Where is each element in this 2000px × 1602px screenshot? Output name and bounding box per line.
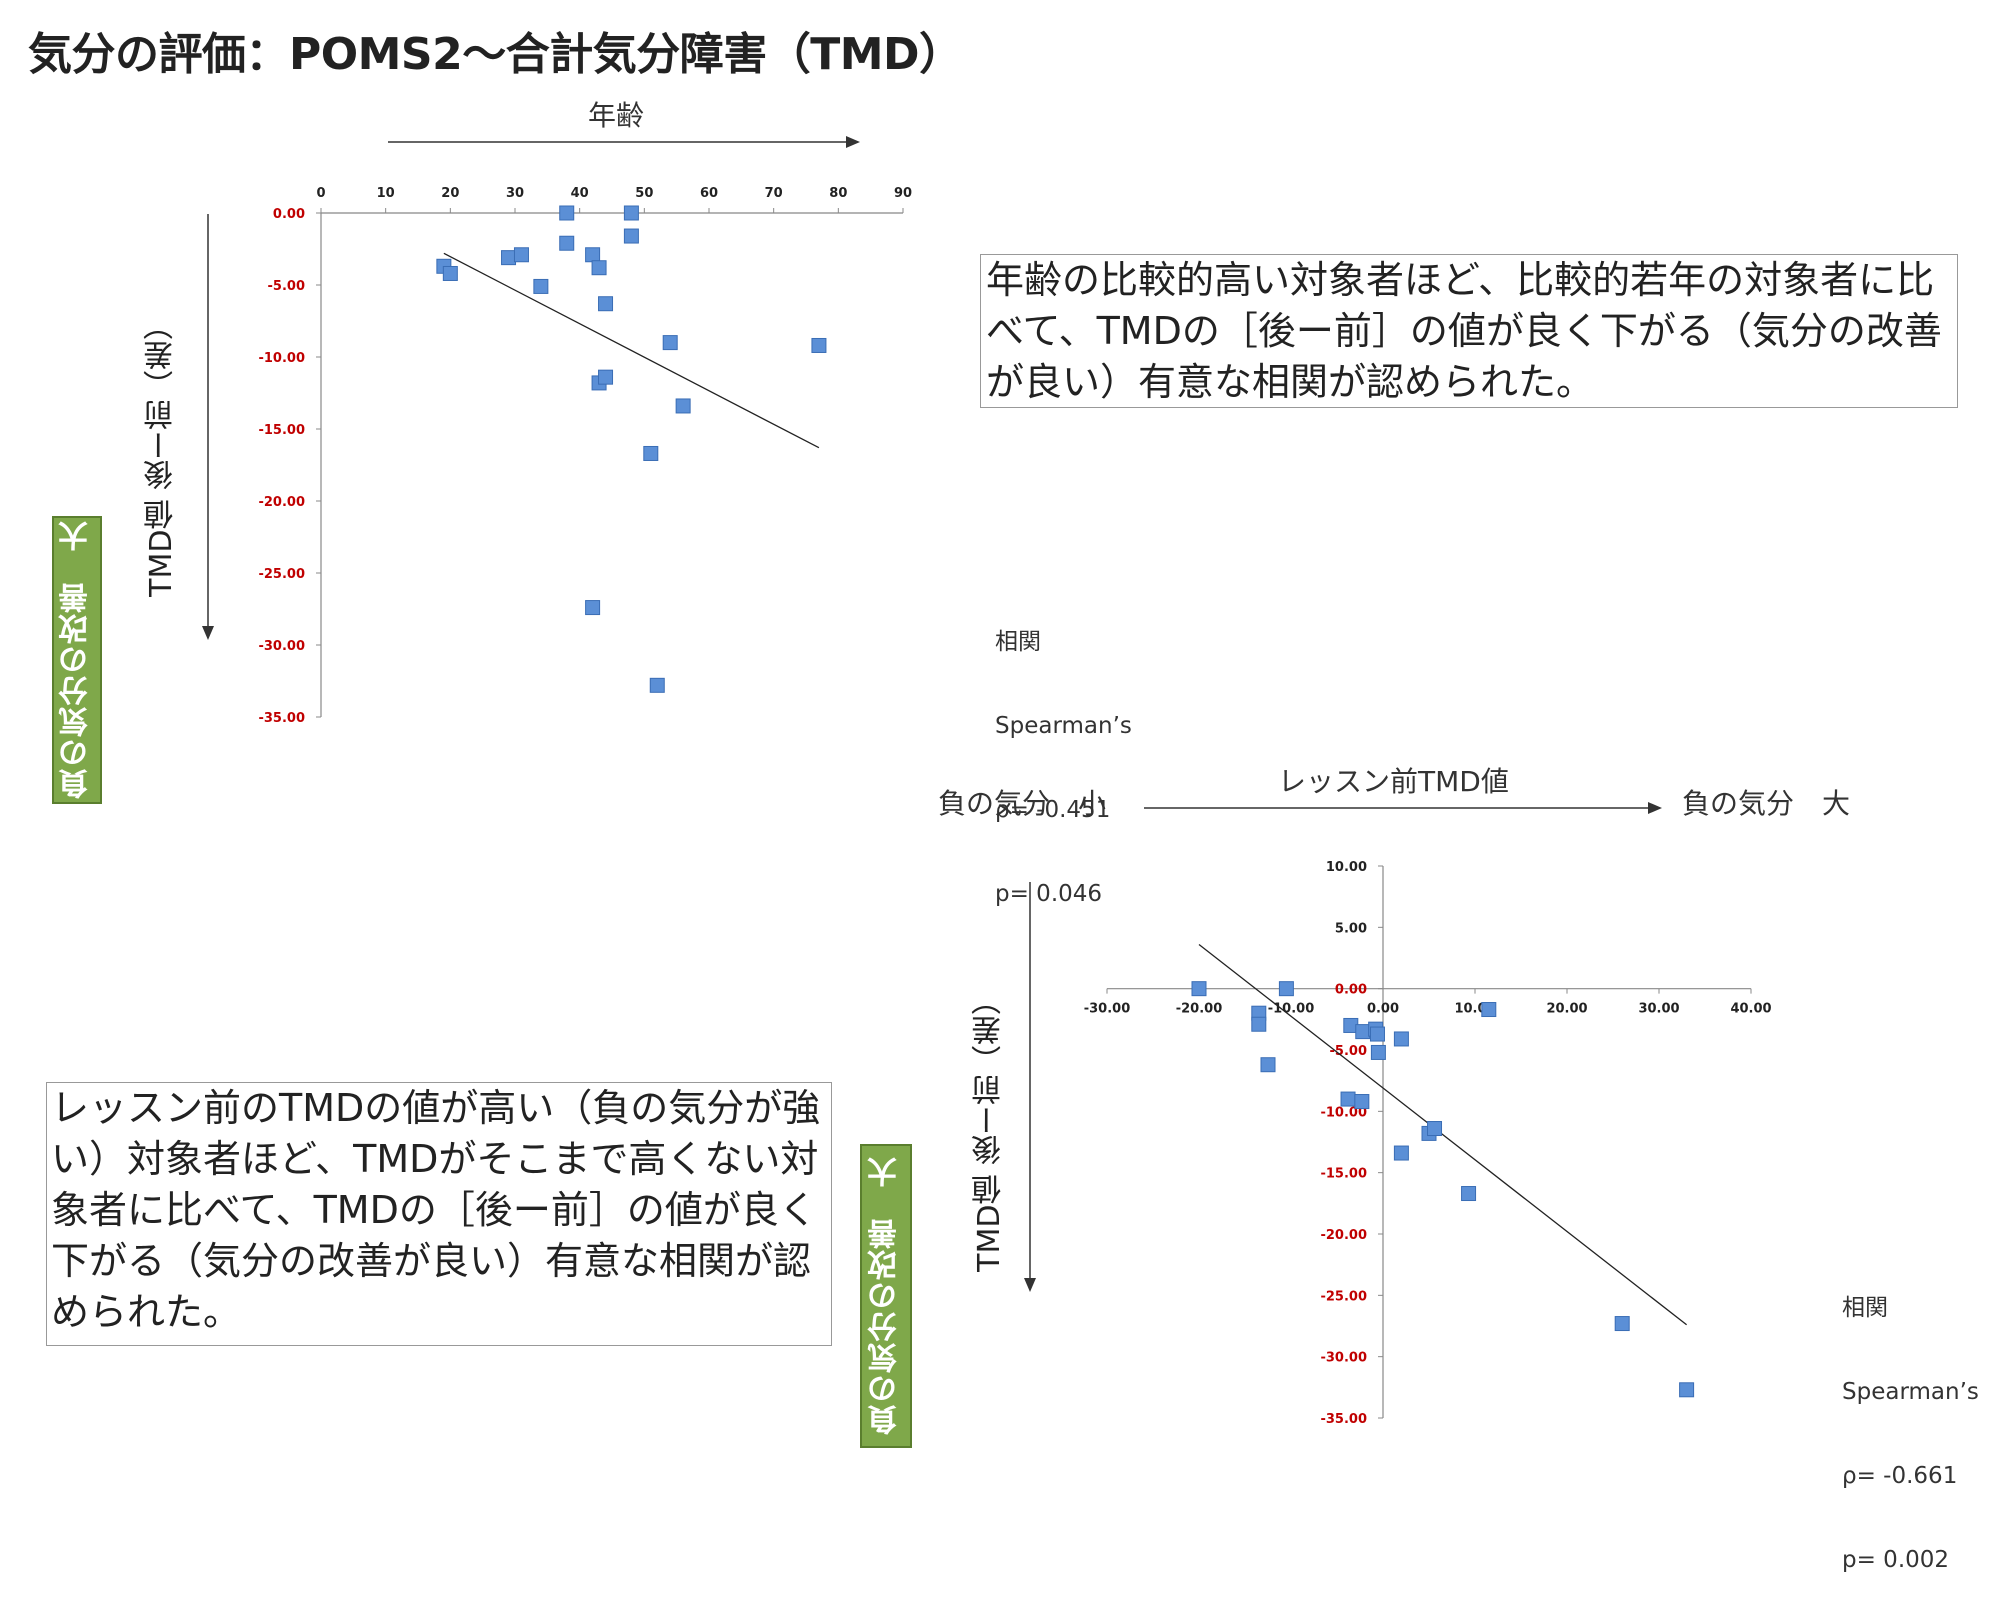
chart1-point xyxy=(559,205,575,221)
chart1-y-tick-label: -30.00 xyxy=(258,639,305,654)
chart1-point xyxy=(598,296,614,312)
chart2-y-tick-label: -5.00 xyxy=(1330,1044,1367,1059)
slide-title: 気分の評価：POMS2～合計気分障害（TMD） xyxy=(28,29,963,80)
chart2-left-end-label: 負の気分 小 xyxy=(938,787,1107,820)
chart2-point xyxy=(1393,1031,1409,1047)
chart1-point xyxy=(513,247,529,263)
chart1-x-tick-label: 20 xyxy=(441,186,459,201)
chart1-x-tick-label: 70 xyxy=(765,186,783,201)
chart1-point xyxy=(623,205,639,221)
chart2-x-tick-label: 0.00 xyxy=(1367,1002,1399,1017)
chart2-point xyxy=(1191,981,1207,997)
chart1-x-tick-label: 10 xyxy=(377,186,395,201)
chart2-point xyxy=(1278,981,1294,997)
chart2-point xyxy=(1369,1026,1385,1042)
chart1-point xyxy=(559,235,575,251)
chart1-point xyxy=(662,335,678,351)
chart1-y-tick-label: -5.00 xyxy=(268,279,305,294)
chart1-point xyxy=(442,265,458,281)
chart1-stats-heading: 相関 xyxy=(995,629,1041,655)
chart1-point xyxy=(533,278,549,294)
chart2-right-end-label: 負の気分 大 xyxy=(1682,787,1851,820)
chart2-x-tick-label: -10.00 xyxy=(1268,1002,1315,1017)
chart1-point xyxy=(675,398,691,414)
chart2-trendline xyxy=(1198,943,1687,1326)
chart1-y-tick-label: -20.00 xyxy=(258,495,305,510)
chart2-stats-p: p= 0.002 xyxy=(1842,1547,1950,1573)
chart2-stats-rho: ρ= -0.661 xyxy=(1842,1463,1958,1489)
chart1-point xyxy=(598,369,614,385)
chart2-y-tick-label: -35.00 xyxy=(1320,1412,1367,1427)
chart2-point xyxy=(1355,1024,1371,1040)
chart2-top-axis-label: レッスン前TMD値 xyxy=(1278,765,1509,798)
chart1-stats: 相関 Spearman’s ρ= -0.451 p= 0.046 xyxy=(995,572,1132,936)
chart1-x-tick-label: 60 xyxy=(700,186,718,201)
chart1-stats-p: p= 0.046 xyxy=(995,881,1103,907)
chart2-stats-method: Spearman’s xyxy=(1842,1379,1979,1405)
chart2-point xyxy=(1260,1057,1276,1073)
chart2-point xyxy=(1461,1186,1477,1202)
chart1-x-tick-label: 0 xyxy=(316,186,325,201)
chart1-x-tick-label: 30 xyxy=(506,186,524,201)
chart1-y-tick-label: -35.00 xyxy=(258,711,305,726)
chart2-stats: 相関 Spearman’s ρ= -0.661 p= 0.002 xyxy=(1842,1238,1979,1602)
chart1-plot: 0 10 20 30 40 50 60 70 80 90 0.00 -5.00 -10.00 -15.00… xyxy=(258,186,912,726)
chart2-x-tick-label: -30.00 xyxy=(1084,1002,1131,1017)
chart1-trendline xyxy=(443,252,820,449)
chart2-x-tick-label: -20.00 xyxy=(1176,1002,1223,1017)
chart2-point xyxy=(1614,1316,1630,1332)
chart1-y-tick-label: -25.00 xyxy=(258,567,305,582)
chart2-y-tick-label: 0.00 xyxy=(1335,983,1367,998)
chart1-point xyxy=(643,445,659,461)
chart1-point xyxy=(585,600,601,616)
chart2-point xyxy=(1251,1016,1267,1032)
chart2-y-tick-label: 10.00 xyxy=(1326,860,1367,875)
chart2-point xyxy=(1393,1145,1409,1161)
chart1-x-tick-label: 90 xyxy=(894,186,912,201)
chart2-y-tick-label: 5.00 xyxy=(1335,921,1367,936)
chart1-y-tick-label: -10.00 xyxy=(258,351,305,366)
chart1-point xyxy=(591,260,607,276)
chart1-point xyxy=(649,677,665,693)
chart2-y-tick-label: -30.00 xyxy=(1320,1351,1367,1366)
chart2-x-tick-label: 20.00 xyxy=(1546,1002,1587,1017)
chart2-y-tick-label: -15.00 xyxy=(1320,1167,1367,1182)
chart1-stats-method: Spearman’s xyxy=(995,713,1132,739)
chart1-top-axis-label: 年齢 xyxy=(588,99,645,132)
chart2-point xyxy=(1679,1382,1695,1398)
chart1-annotation-box: 年齢の比較的高い対象者ほど、比較的若年の対象者に比べて、TMDの［後ー前］の値が… xyxy=(980,254,1958,408)
chart2-point xyxy=(1354,1094,1370,1110)
chart2-y-tick-label: -25.00 xyxy=(1320,1289,1367,1304)
chart1-y-tick-label: 0.00 xyxy=(273,207,305,222)
chart2-y-tick-label: -20.00 xyxy=(1320,1228,1367,1243)
chart2-point xyxy=(1340,1091,1356,1107)
chart2-x-tick-label: 30.00 xyxy=(1638,1002,1679,1017)
chart2-stats-heading: 相関 xyxy=(1842,1295,1888,1321)
chart2-point xyxy=(1427,1121,1443,1137)
chart2-point xyxy=(1481,1002,1497,1018)
chart1-x-tick-label: 80 xyxy=(829,186,847,201)
chart2-annotation-box: レッスン前のTMDの値が高い（負の気分が強い）対象者ほど、TMDがそこまで高くな… xyxy=(46,1082,832,1346)
chart1-y-tick-label: -15.00 xyxy=(258,423,305,438)
chart1-x-tick-label: 40 xyxy=(571,186,589,201)
chart2-x-tick-label: 40.00 xyxy=(1730,1002,1771,1017)
chart1-point xyxy=(623,228,639,244)
chart2-y-tick-label: -10.00 xyxy=(1320,1105,1367,1120)
chart1-stats-rho: ρ= -0.451 xyxy=(995,797,1111,823)
chart1-point xyxy=(811,337,827,353)
chart1-x-tick-label: 50 xyxy=(635,186,653,201)
chart2-plot: -30.00 -20.00 -10.00 0.00 10.00 20.00 30.00 40.… xyxy=(1084,860,1772,1427)
chart2-point xyxy=(1370,1044,1386,1060)
